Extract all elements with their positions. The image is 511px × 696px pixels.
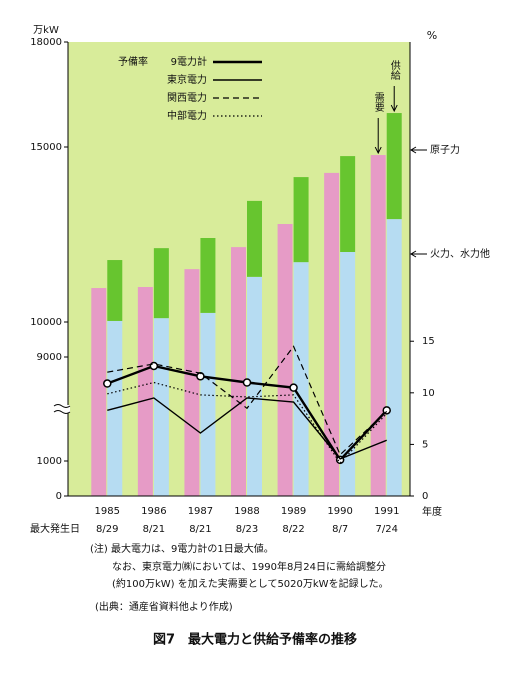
bar [324,172,340,496]
axis-break [54,405,70,413]
line [107,397,387,460]
marker [382,406,391,415]
bar [386,113,402,220]
bar [293,262,309,496]
y-unit: 万kW [33,25,59,36]
y2-tick-label: 0 [422,491,428,502]
bar [277,224,293,496]
bar [200,238,216,313]
bar [386,219,402,496]
bar [370,155,386,497]
bar [153,248,169,319]
marker [242,378,252,387]
date-label: 最大発生日 [30,522,80,535]
bar [91,288,107,496]
bar [231,247,246,496]
date-tick-label: 8/22 [282,524,304,535]
date-tick-label: 8/7 [332,524,348,535]
annotation: 火力、水力他 [430,247,490,260]
bar [153,318,169,496]
legend-label: 中部電力 [167,109,207,122]
y-tick-label: 15000 [30,142,62,153]
arrow [410,146,427,154]
x-label: 年度 [422,505,442,518]
arrow [410,250,427,258]
note: (約100万kW) を加えた実需要として5020万kWを記録した。 [112,577,389,590]
date-tick-label: 8/29 [96,524,118,535]
annotation: 需要 [372,92,384,113]
legend-label: 東京電力 [167,73,207,86]
bar [340,252,356,496]
bar [340,156,356,252]
y-tick-label: 18000 [30,37,62,48]
caption: 図7 最大電力と供給予備率の推移 [153,632,357,648]
source: (出典：通産省資料他より作成) [95,600,233,613]
legend-title: 予備率 [118,55,148,68]
note: (注) 最大電力は、9電力計の1日最大値。 [90,542,274,555]
x-tick-label: 1987 [188,506,213,517]
x-tick-label: 1985 [95,506,120,517]
x-tick-label: 1989 [281,506,306,517]
date-tick-label: 8/21 [143,524,165,535]
y-tick-label: 0 [56,491,62,502]
x-tick-label: 1990 [327,506,352,517]
date-tick-label: 7/24 [375,524,397,535]
legend-label: 9電力計 [171,55,207,68]
y2-unit: % [427,29,437,42]
arrow [390,86,398,113]
x-tick-label: 1986 [141,506,166,517]
y-tick-label: 10000 [30,317,62,328]
y2-tick-label: 5 [422,439,428,450]
date-tick-label: 8/21 [189,524,211,535]
bar [247,200,262,277]
date-tick-label: 8/23 [236,524,258,535]
axis-break [53,404,71,414]
note: なお、東京電力㈱においては、1990年8月24日に需給調整分 [112,560,386,573]
marker [149,361,159,371]
x-tick-label: 1988 [234,506,259,517]
annotation: 原子力 [430,143,460,156]
y2-tick-label: 10 [422,388,435,399]
bar [184,269,200,496]
bar [137,287,153,496]
legend-label: 関西電力 [167,91,207,104]
y-tick-label: 1000 [37,456,62,467]
y2-tick-label: 15 [422,336,435,347]
marker [289,383,298,392]
arrow [374,118,382,155]
line [107,345,388,456]
y-tick-label: 9000 [37,352,62,363]
x-tick-label: 1991 [374,506,399,517]
marker [103,379,112,388]
bar [107,260,123,321]
bar [247,276,262,496]
bar [293,177,309,263]
bar [200,312,216,496]
annotation: 供給 [388,59,400,81]
